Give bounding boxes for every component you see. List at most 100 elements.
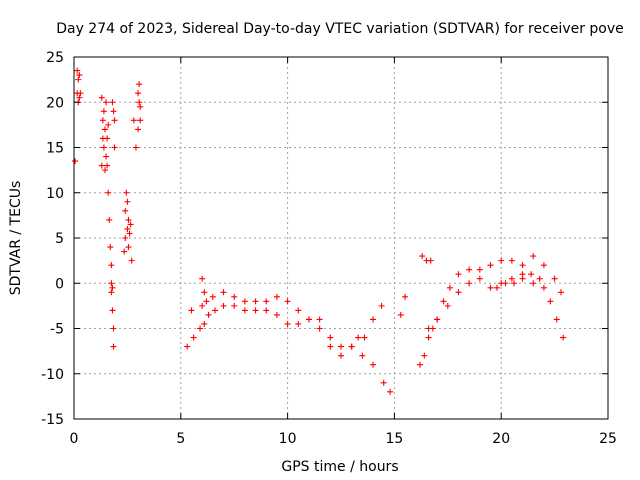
data-point bbox=[427, 257, 434, 264]
data-point bbox=[110, 108, 117, 115]
data-point bbox=[137, 117, 144, 124]
data-point bbox=[348, 343, 355, 350]
data-point bbox=[560, 334, 567, 341]
data-point bbox=[108, 280, 115, 287]
data-point bbox=[558, 289, 565, 296]
data-point bbox=[402, 293, 409, 300]
data-point bbox=[273, 311, 280, 318]
data-point bbox=[137, 103, 144, 110]
data-point bbox=[111, 117, 118, 124]
data-point bbox=[487, 262, 494, 269]
data-point bbox=[361, 334, 368, 341]
data-point bbox=[104, 162, 111, 169]
x-tick-label: 0 bbox=[70, 431, 79, 447]
data-point bbox=[508, 275, 515, 282]
data-point bbox=[125, 216, 132, 223]
data-point bbox=[476, 266, 483, 273]
y-tick-label: 20 bbox=[46, 95, 64, 111]
data-point bbox=[295, 320, 302, 327]
data-point bbox=[101, 167, 108, 174]
data-point bbox=[103, 153, 110, 160]
data-point bbox=[528, 271, 535, 278]
data-points bbox=[72, 67, 567, 395]
data-point bbox=[124, 225, 131, 232]
data-point bbox=[109, 99, 116, 106]
data-point bbox=[107, 244, 114, 251]
data-point bbox=[72, 158, 79, 165]
data-point bbox=[136, 81, 143, 88]
data-point bbox=[122, 207, 129, 214]
data-point bbox=[100, 144, 107, 151]
data-point bbox=[370, 316, 377, 323]
data-point bbox=[126, 230, 133, 237]
data-point bbox=[127, 221, 134, 228]
data-point bbox=[284, 298, 291, 305]
data-point bbox=[76, 94, 83, 101]
data-point bbox=[109, 284, 116, 291]
data-point bbox=[553, 316, 560, 323]
data-point bbox=[108, 262, 115, 269]
data-point bbox=[105, 189, 112, 196]
data-point bbox=[508, 257, 515, 264]
x-tick-label: 25 bbox=[599, 431, 617, 447]
data-point bbox=[252, 298, 259, 305]
data-point bbox=[203, 298, 210, 305]
data-point bbox=[123, 189, 130, 196]
data-point bbox=[466, 280, 473, 287]
data-point bbox=[466, 266, 473, 273]
data-point bbox=[493, 284, 500, 291]
data-point bbox=[359, 352, 366, 359]
data-point bbox=[108, 289, 115, 296]
data-point bbox=[355, 334, 362, 341]
data-point bbox=[444, 302, 451, 309]
x-tick-label: 10 bbox=[279, 431, 297, 447]
data-point bbox=[263, 307, 270, 314]
data-point bbox=[135, 90, 142, 97]
data-point bbox=[295, 307, 302, 314]
data-point bbox=[76, 72, 83, 79]
data-point bbox=[220, 289, 227, 296]
data-point bbox=[530, 253, 537, 260]
data-point bbox=[130, 117, 137, 124]
y-axis-ticks: -15 -10 -5 0 5 10 15 20 25 bbox=[41, 50, 608, 428]
data-point bbox=[252, 307, 259, 314]
data-point bbox=[201, 320, 208, 327]
data-point bbox=[241, 298, 248, 305]
y-tick-label: -5 bbox=[50, 322, 64, 338]
data-point bbox=[540, 262, 547, 269]
data-point bbox=[263, 298, 270, 305]
data-point bbox=[476, 275, 483, 282]
data-point bbox=[105, 121, 112, 128]
data-point bbox=[124, 198, 131, 205]
data-point bbox=[101, 126, 108, 133]
data-point bbox=[536, 275, 543, 282]
data-point bbox=[487, 284, 494, 291]
chart-title: Day 274 of 2023, Sidereal Day-to-day VTE… bbox=[56, 21, 624, 37]
data-point bbox=[498, 257, 505, 264]
y-tick-label: 15 bbox=[46, 141, 64, 157]
data-point bbox=[135, 126, 142, 133]
data-point bbox=[98, 162, 105, 169]
y-tick-label: 5 bbox=[55, 231, 64, 247]
data-point bbox=[338, 352, 344, 359]
data-point bbox=[530, 280, 537, 287]
y-tick-label: 25 bbox=[46, 50, 64, 66]
y-tick-label: 0 bbox=[55, 276, 64, 292]
data-point bbox=[188, 307, 195, 314]
data-point bbox=[370, 361, 377, 368]
data-point bbox=[121, 248, 128, 255]
x-axis-ticks: 0 5 10 15 20 25 bbox=[70, 57, 617, 447]
data-point bbox=[231, 293, 238, 300]
data-point bbox=[98, 94, 105, 101]
data-point bbox=[201, 289, 208, 296]
data-point bbox=[327, 334, 334, 341]
data-point bbox=[387, 388, 394, 395]
y-tick-label: -10 bbox=[41, 367, 64, 383]
data-point bbox=[397, 311, 404, 318]
data-point bbox=[125, 244, 132, 251]
data-point bbox=[110, 325, 117, 332]
data-point bbox=[455, 271, 462, 278]
data-point bbox=[284, 320, 291, 327]
